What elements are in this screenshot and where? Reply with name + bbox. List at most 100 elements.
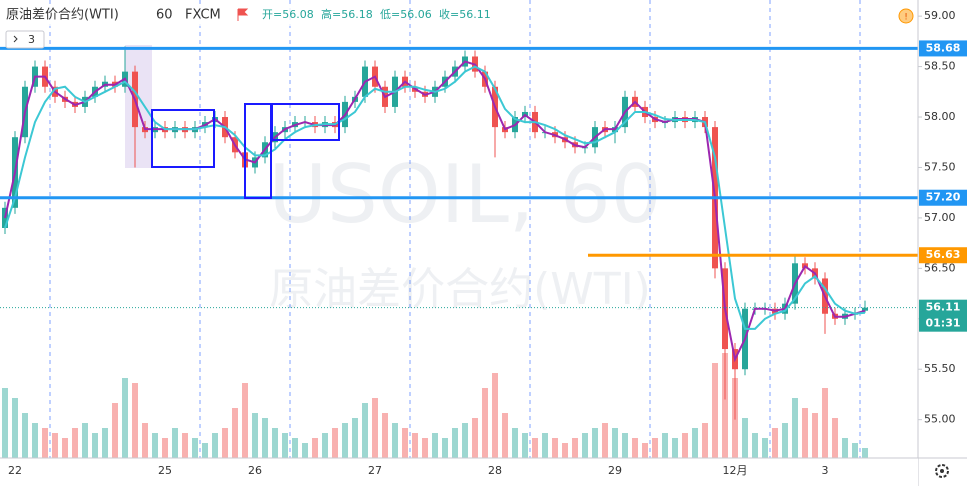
watermark-symbol: USOIL, 60 xyxy=(268,148,661,241)
volume-bar xyxy=(392,423,398,458)
volume-bar xyxy=(252,413,258,458)
volume-bar xyxy=(622,433,628,458)
drawings xyxy=(151,103,340,199)
volume-bar xyxy=(52,433,58,458)
alert-icon[interactable] xyxy=(898,8,914,24)
volume-bar xyxy=(692,428,698,458)
flag-icon xyxy=(237,8,249,21)
volume-bar xyxy=(582,433,588,458)
last-price-bg xyxy=(919,299,967,332)
volume-bar xyxy=(492,373,498,458)
x-tick-label: 22 xyxy=(8,464,22,477)
axes: 55.0055.5056.0056.5057.0057.5058.0058.50… xyxy=(8,9,967,477)
volume-bar xyxy=(832,418,838,458)
last-price-label: 56.11 xyxy=(926,301,961,314)
y-tick-label: 57.00 xyxy=(924,211,956,224)
x-tick-label: 12月 xyxy=(723,464,748,477)
indicators-toggle[interactable] xyxy=(5,30,45,49)
volume-bar xyxy=(512,428,518,458)
volume-bar xyxy=(502,413,508,458)
volume-bar xyxy=(432,433,438,458)
volume-bar xyxy=(772,428,778,458)
volume-bar xyxy=(462,423,468,458)
indicator-count: 3 xyxy=(28,33,35,46)
ohlc-close: 收=56.11 xyxy=(439,7,491,21)
volume-bar xyxy=(112,403,118,458)
volume-bar xyxy=(62,438,68,458)
volume-bar xyxy=(292,438,298,458)
time-axis xyxy=(0,458,918,486)
volume-bar xyxy=(532,438,538,458)
volume-bar xyxy=(552,438,558,458)
x-tick-label: 26 xyxy=(248,464,262,477)
settings-button[interactable] xyxy=(935,464,949,478)
volume-bar xyxy=(32,423,38,458)
volume-bar xyxy=(422,438,428,458)
volume-bar xyxy=(662,433,668,458)
volume-bar xyxy=(812,413,818,458)
alert-icon-mark: ! xyxy=(904,13,908,23)
volume-bar xyxy=(792,398,798,458)
volume-bar xyxy=(92,433,98,458)
x-tick-label: 28 xyxy=(488,464,502,477)
gear-hub xyxy=(940,469,944,473)
volume-bar xyxy=(122,378,128,458)
volume-bar xyxy=(372,398,378,458)
volume-bar xyxy=(202,443,208,458)
volume-bar xyxy=(742,418,748,458)
volume-bar xyxy=(352,418,358,458)
ohlc-low: 低=56.06 xyxy=(380,8,432,21)
volume-bar xyxy=(322,433,328,458)
volume-bar xyxy=(212,433,218,458)
volume-bar xyxy=(362,403,368,458)
volume-bar xyxy=(612,428,618,458)
volume-bar xyxy=(802,408,808,458)
x-tick-label: 25 xyxy=(158,464,172,477)
volume-bar xyxy=(332,428,338,458)
y-tick-label: 58.50 xyxy=(924,60,956,73)
ma-line xyxy=(4,65,866,330)
y-tick-label: 57.50 xyxy=(924,160,956,173)
y-tick-label: 55.00 xyxy=(924,413,956,426)
x-tick-label: 27 xyxy=(368,464,382,477)
header: 原油差价合约(WTI) 60 FXCM 开=56.08 高=56.18 低=56… xyxy=(0,4,491,49)
volume-bar xyxy=(822,388,828,458)
level-label-bg xyxy=(919,247,967,264)
volume-bar xyxy=(442,438,448,458)
y-tick-label: 56.50 xyxy=(924,261,956,274)
volume-bar xyxy=(142,423,148,458)
volume-bar xyxy=(652,438,658,458)
volume-bar xyxy=(562,443,568,458)
y-tick-label: 59.00 xyxy=(924,9,956,22)
volume-bar xyxy=(722,353,728,458)
ohlc-high: 高=56.18 xyxy=(321,7,373,21)
volume-bar xyxy=(82,423,88,458)
chevron-icon xyxy=(13,35,18,43)
volume-bar xyxy=(342,423,348,458)
volume-bar xyxy=(522,433,528,458)
volume-bar xyxy=(312,438,318,458)
volume-bar xyxy=(102,428,108,458)
price-axis xyxy=(918,0,967,486)
volume-bar xyxy=(222,428,228,458)
volume-bar xyxy=(162,438,168,458)
volume-bar xyxy=(272,428,278,458)
ohlc-open: 开=56.08 xyxy=(262,8,314,21)
volume-bar xyxy=(382,413,388,458)
level-label: 58.68 xyxy=(926,41,961,54)
volume-bar xyxy=(842,438,848,458)
level-label-bg xyxy=(919,40,967,57)
gear-icon xyxy=(935,464,949,478)
volume-bar xyxy=(712,363,718,458)
volume-bar xyxy=(152,433,158,458)
highlight-zone xyxy=(125,45,152,168)
volume-bar xyxy=(602,423,608,458)
volume-bar xyxy=(862,448,868,458)
level-label-bg xyxy=(919,189,967,206)
volume-bar xyxy=(12,398,18,458)
candle-body xyxy=(862,307,868,311)
volume-bar xyxy=(302,443,308,458)
countdown-label: 01:31 xyxy=(925,317,960,330)
volume-bar xyxy=(262,418,268,458)
